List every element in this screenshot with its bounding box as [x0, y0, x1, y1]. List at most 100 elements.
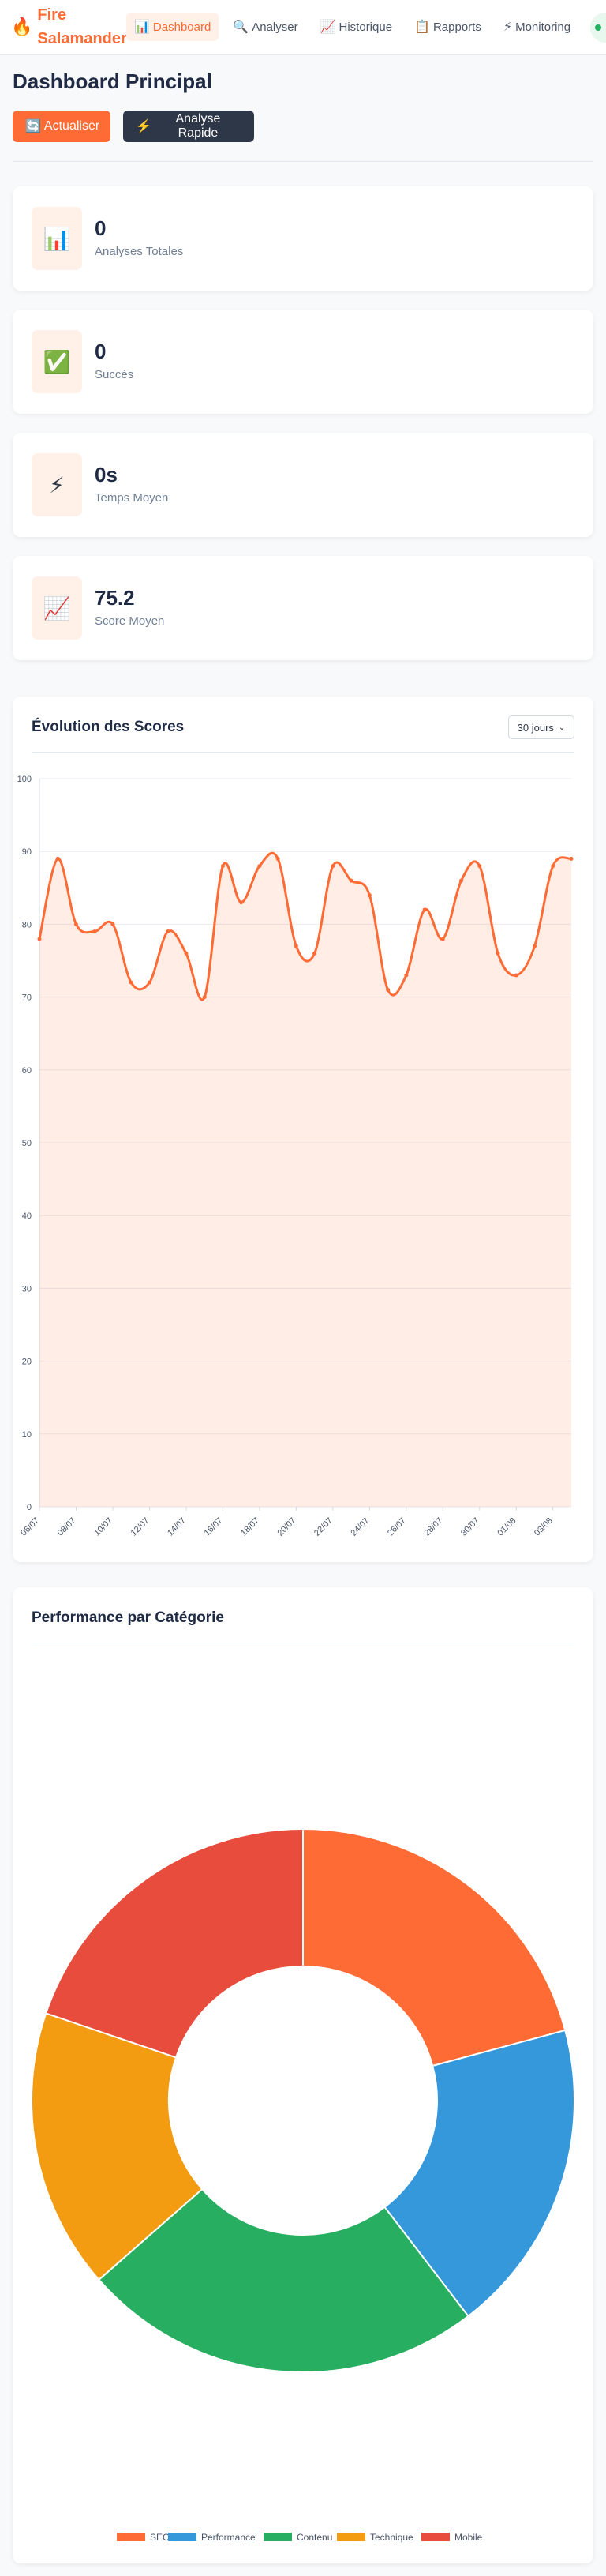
scores-chart-card: Évolution des Scores 30 jours ⌄ 0 10 20 30 4…	[13, 697, 593, 1562]
y-tick-label: 40	[22, 1211, 32, 1221]
brand-name: Fire Salamander	[37, 6, 127, 47]
data-point	[275, 856, 280, 861]
data-point	[257, 864, 262, 869]
data-point	[55, 856, 60, 861]
clipboard-icon: 📋	[414, 21, 430, 34]
legend-swatch	[264, 2533, 292, 2541]
stat-card-success: ✅ 0 Succès	[13, 310, 593, 414]
series-line	[38, 851, 572, 1001]
y-tick-label: 30	[22, 1284, 32, 1294]
data-point	[294, 944, 298, 948]
legend-swatch	[421, 2533, 450, 2541]
refresh-icon: 🔄	[25, 120, 41, 133]
y-tick-label: 50	[22, 1139, 32, 1148]
data-point	[496, 951, 500, 956]
status-indicator	[590, 13, 606, 43]
legend-label: Technique	[370, 2532, 413, 2543]
data-point	[239, 900, 244, 905]
refresh-button[interactable]: 🔄 Actualiser	[13, 111, 110, 142]
y-tick-label: 100	[17, 775, 32, 784]
range-select-value: 30 jours	[517, 721, 554, 734]
data-point	[404, 973, 409, 978]
x-tick-label: 03/08	[533, 1516, 555, 1538]
stat-label: Succès	[95, 368, 134, 381]
data-point	[533, 944, 537, 948]
stat-value: 0s	[95, 463, 118, 486]
y-tick-label: 20	[22, 1357, 32, 1367]
lightning-icon: ⚡	[136, 120, 152, 133]
page-title: Dashboard Principal	[13, 69, 212, 93]
status-dot-icon	[595, 24, 601, 31]
legend-swatch	[337, 2533, 365, 2541]
x-tick-label: 22/07	[312, 1516, 335, 1538]
data-point	[367, 893, 372, 898]
data-point	[331, 864, 335, 869]
bar-chart-icon: 📊	[32, 207, 82, 270]
x-tick-label: 12/07	[129, 1516, 152, 1538]
stat-card-time: ⚡ 0s Temps Moyen	[13, 433, 593, 537]
data-point	[386, 987, 391, 992]
fire-icon: 🔥	[11, 17, 33, 36]
x-tick-label: 28/07	[422, 1516, 444, 1538]
stat-card-total: 📊 0 Analyses Totales	[13, 186, 593, 291]
x-tick-label: 20/07	[276, 1516, 298, 1538]
slice-performance	[383, 2029, 576, 2318]
x-tick-label: 08/07	[56, 1516, 78, 1538]
x-tick-label: 26/07	[386, 1516, 408, 1538]
slice-technique	[31, 2012, 204, 2281]
scores-line-chart: 0 10 20 30 40 50 60 70 80 90 100 06/07 08/07 10/07 12…	[17, 775, 574, 1538]
area-fill	[39, 853, 571, 1507]
x-tick-label: 06/07	[19, 1516, 41, 1538]
data-point	[37, 937, 42, 941]
nav-item-analyser[interactable]: 🔍 Analyser	[225, 13, 305, 41]
quick-analysis-button[interactable]: ⚡ Analyse Rapide	[123, 111, 254, 142]
stat-label: Temps Moyen	[95, 491, 169, 505]
top-navbar: 🔥 Fire Salamander 📊 Dashboard 🔍 Analyser…	[0, 0, 606, 55]
data-point	[514, 973, 518, 978]
nav-item-historique[interactable]: 📈 Historique	[312, 13, 400, 41]
data-point	[110, 922, 115, 926]
chart-title: Performance par Catégorie	[32, 1609, 224, 1626]
trend-icon: 📈	[320, 21, 336, 34]
search-icon: 🔍	[233, 21, 249, 34]
legend-label: SEO	[150, 2532, 170, 2543]
data-point	[147, 980, 152, 985]
legend-swatch	[117, 2533, 145, 2541]
data-point	[220, 864, 225, 869]
data-point	[349, 878, 354, 883]
legend-label: Mobile	[454, 2532, 483, 2543]
divider	[13, 161, 593, 162]
data-point	[184, 951, 189, 956]
legend-swatch	[168, 2533, 196, 2541]
stat-card-score: 📈 75.2 Score Moyen	[13, 556, 593, 660]
x-tick-label: 16/07	[203, 1516, 225, 1538]
brand[interactable]: 🔥 Fire Salamander	[11, 3, 132, 51]
x-tick-label: 24/07	[350, 1516, 372, 1538]
x-tick-label: 01/08	[496, 1516, 518, 1538]
data-point	[202, 995, 207, 1000]
data-point	[551, 864, 556, 869]
data-point	[312, 951, 317, 956]
legend-label: Performance	[201, 2532, 256, 2543]
nav-item-rapports[interactable]: 📋 Rapports	[406, 13, 489, 41]
nav-item-monitoring[interactable]: ⚡ Monitoring	[496, 13, 578, 41]
range-select[interactable]: 30 jours ⌄	[508, 715, 574, 739]
chart-title: Évolution des Scores	[32, 719, 185, 735]
stat-label: Analyses Totales	[95, 245, 184, 258]
chevron-down-icon: ⌄	[558, 723, 566, 732]
slice-mobile	[44, 1827, 304, 2059]
check-icon: ✅	[32, 330, 82, 393]
stat-value: 75.2	[95, 586, 135, 610]
data-point	[440, 937, 445, 941]
nav-item-dashboard[interactable]: 📊 Dashboard	[126, 13, 219, 41]
x-tick-label: 18/07	[239, 1516, 261, 1538]
stat-value: 0	[95, 216, 107, 240]
x-tick-label: 10/07	[92, 1516, 114, 1538]
nav-label: Analyser	[252, 20, 298, 34]
y-tick-label: 60	[22, 1066, 32, 1076]
slice-contenu	[97, 2187, 469, 2373]
slice-seo	[302, 1827, 567, 2067]
data-point	[569, 856, 574, 861]
data-point	[129, 980, 133, 985]
data-point	[459, 878, 464, 883]
